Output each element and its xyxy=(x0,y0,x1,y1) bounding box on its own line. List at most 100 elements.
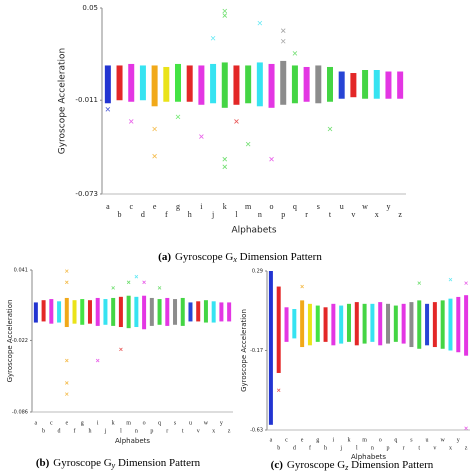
outlier-marker xyxy=(134,274,139,279)
y-tick-label: -0.022 xyxy=(12,338,28,344)
outlier-marker xyxy=(65,358,69,363)
x-tick-label: p xyxy=(387,445,390,451)
outlier-marker xyxy=(269,156,274,162)
marker-band xyxy=(373,70,380,99)
marker-band xyxy=(256,62,263,107)
x-tick-label: j xyxy=(211,210,214,219)
x-tick-label: m xyxy=(362,437,367,443)
x-tick-label: x xyxy=(212,428,215,434)
marker-band xyxy=(268,63,275,108)
x-tick-label: r xyxy=(305,210,308,219)
outlier-marker xyxy=(210,35,216,41)
outlier-marker xyxy=(464,426,468,431)
y-tick-label: -0.63 xyxy=(250,428,263,434)
outlier-marker xyxy=(142,280,146,285)
x-tick-label: m xyxy=(245,202,252,211)
x-tick-label: y xyxy=(386,202,390,211)
marker-band xyxy=(188,302,193,322)
y-tick-label: -0.011 xyxy=(75,96,98,104)
x-tick-label: a xyxy=(106,202,110,211)
x-tick-label: z xyxy=(465,445,468,451)
y-axis-label: Gyroscope Acceleration xyxy=(240,309,248,392)
y-tick-label: 0.041 xyxy=(14,268,28,274)
outlier-marker xyxy=(128,119,134,124)
marker-band xyxy=(196,301,201,322)
marker-band xyxy=(362,303,367,344)
x-tick-label: q xyxy=(293,202,297,211)
marker-band xyxy=(126,295,131,329)
x-tick-label: k xyxy=(112,420,115,426)
x-tick-label: l xyxy=(235,210,238,219)
marker-band xyxy=(211,301,216,323)
marker-band xyxy=(397,71,404,99)
marker-band xyxy=(331,303,336,346)
marker-band xyxy=(87,300,92,324)
marker-band xyxy=(198,65,205,105)
marker-band xyxy=(307,303,312,346)
outlier-marker xyxy=(417,281,422,285)
marker-band xyxy=(362,70,369,99)
marker-band xyxy=(327,66,333,102)
marker-band xyxy=(370,303,375,342)
marker-band xyxy=(393,305,398,342)
marker-band xyxy=(180,297,185,326)
y-tick-label: -0.073 xyxy=(75,190,98,198)
outlier-marker xyxy=(152,153,157,159)
x-tick-label: j xyxy=(339,445,342,451)
marker-band xyxy=(80,299,85,325)
x-tick-label: n xyxy=(258,210,262,219)
x-tick-label: q xyxy=(158,420,161,426)
x-tick-label: f xyxy=(309,444,311,451)
x-axis-label: Alphabets xyxy=(351,453,386,461)
outlier-marker xyxy=(222,164,228,170)
x-tick-label: v xyxy=(351,210,355,219)
marker-band xyxy=(72,300,77,324)
marker-band xyxy=(186,65,193,102)
x-tick-label: e xyxy=(153,202,157,211)
x-tick-label: b xyxy=(42,428,45,434)
marker-band xyxy=(401,303,406,344)
marker-band xyxy=(378,302,383,346)
caption-text: Dimension Pattern xyxy=(237,251,322,263)
x-tick-label: f xyxy=(74,427,76,434)
marker-band xyxy=(303,66,310,102)
caption-label: (c) xyxy=(271,459,284,471)
marker-band xyxy=(103,299,108,325)
x-tick-label: c xyxy=(285,437,288,443)
outlier-marker xyxy=(327,126,333,132)
marker-band xyxy=(346,303,351,342)
x-tick-label: p xyxy=(281,210,285,219)
outlier-marker xyxy=(119,347,123,352)
x-tick-label: v xyxy=(433,445,436,451)
x-tick-label: x xyxy=(449,445,452,451)
x-tick-label: q xyxy=(394,437,397,443)
x-tick-label: u xyxy=(426,437,429,443)
caption-text: Gyroscope G xyxy=(287,459,345,471)
outlier-marker xyxy=(157,286,162,290)
x-tick-label: y xyxy=(457,437,460,443)
marker-band xyxy=(300,300,305,348)
marker-band xyxy=(139,65,146,101)
marker-band xyxy=(315,65,322,104)
outlier-marker xyxy=(292,51,298,56)
x-tick-label: s xyxy=(410,437,413,443)
y-tick-label: 0.29 xyxy=(252,269,263,275)
marker-band xyxy=(354,302,359,346)
caption-subscript: x xyxy=(232,255,237,264)
x-tick-label: u xyxy=(189,420,192,426)
y-tick-label: 0.05 xyxy=(82,4,98,12)
outlier-marker xyxy=(257,20,263,26)
y-tick-label: -0.17 xyxy=(250,348,263,354)
marker-band xyxy=(338,71,345,99)
x-tick-label: o xyxy=(379,437,382,443)
caption-text: Dimension Pattern xyxy=(348,459,433,471)
marker-band xyxy=(425,303,430,346)
x-tick-label: g xyxy=(316,437,319,443)
outlier-marker xyxy=(175,114,181,120)
marker-band xyxy=(128,63,135,102)
outlier-marker xyxy=(222,8,228,14)
marker-band xyxy=(292,309,297,339)
marker-band xyxy=(33,302,38,323)
y-tick-label: -0.086 xyxy=(12,410,28,416)
outlier-marker xyxy=(234,119,239,124)
